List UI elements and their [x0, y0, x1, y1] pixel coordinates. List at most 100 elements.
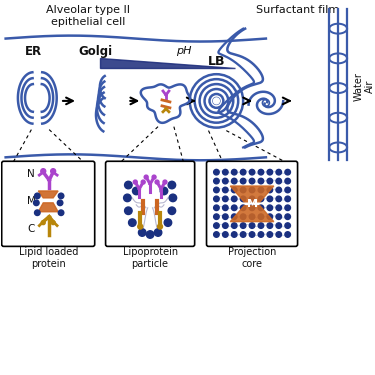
Circle shape — [267, 170, 273, 175]
Circle shape — [276, 205, 282, 210]
Circle shape — [240, 187, 246, 193]
Circle shape — [285, 205, 291, 210]
Circle shape — [249, 178, 255, 184]
Circle shape — [276, 178, 282, 184]
Circle shape — [58, 193, 64, 199]
Circle shape — [276, 214, 282, 219]
Circle shape — [276, 196, 282, 202]
Circle shape — [222, 214, 228, 219]
Circle shape — [57, 200, 63, 206]
Circle shape — [249, 214, 255, 219]
Circle shape — [249, 196, 255, 202]
Polygon shape — [230, 206, 274, 222]
Circle shape — [41, 220, 45, 225]
Circle shape — [231, 187, 237, 193]
Circle shape — [158, 224, 162, 229]
Text: M: M — [246, 199, 258, 209]
Circle shape — [34, 210, 40, 216]
Text: Lipoprotein
particle: Lipoprotein particle — [123, 248, 178, 269]
Text: Lipid loaded
protein: Lipid loaded protein — [18, 248, 78, 269]
Circle shape — [276, 187, 282, 193]
Circle shape — [168, 207, 176, 214]
Circle shape — [240, 232, 246, 237]
Circle shape — [276, 223, 282, 228]
Text: Water: Water — [354, 72, 364, 100]
Circle shape — [132, 187, 140, 195]
Circle shape — [222, 196, 228, 202]
Circle shape — [231, 223, 237, 228]
Circle shape — [163, 180, 167, 184]
Polygon shape — [38, 203, 58, 212]
Circle shape — [34, 193, 40, 199]
Circle shape — [285, 214, 291, 219]
Circle shape — [240, 196, 246, 202]
Circle shape — [285, 178, 291, 184]
FancyBboxPatch shape — [207, 161, 298, 246]
Circle shape — [129, 219, 136, 226]
Polygon shape — [38, 191, 58, 198]
Circle shape — [214, 196, 219, 202]
Circle shape — [267, 187, 273, 193]
Circle shape — [267, 196, 273, 202]
Circle shape — [258, 187, 264, 193]
Circle shape — [285, 187, 291, 193]
Circle shape — [168, 181, 176, 189]
Circle shape — [231, 170, 237, 175]
Circle shape — [231, 205, 237, 210]
Circle shape — [146, 231, 154, 238]
Circle shape — [240, 170, 246, 175]
Circle shape — [222, 170, 228, 175]
Circle shape — [214, 205, 219, 210]
Circle shape — [249, 205, 255, 210]
Circle shape — [155, 180, 159, 184]
Circle shape — [231, 214, 237, 219]
Circle shape — [222, 205, 228, 210]
Circle shape — [240, 205, 246, 210]
Circle shape — [124, 194, 131, 202]
Circle shape — [258, 223, 264, 228]
Circle shape — [214, 178, 219, 184]
Circle shape — [258, 196, 264, 202]
Circle shape — [152, 175, 156, 179]
Circle shape — [231, 196, 237, 202]
Text: LB: LB — [208, 55, 225, 68]
Text: Air: Air — [365, 80, 375, 93]
Circle shape — [258, 214, 264, 219]
Circle shape — [249, 223, 255, 228]
FancyBboxPatch shape — [106, 161, 195, 246]
Circle shape — [267, 223, 273, 228]
Text: N: N — [27, 169, 35, 179]
Circle shape — [231, 178, 237, 184]
Circle shape — [240, 223, 246, 228]
Circle shape — [222, 232, 228, 237]
Circle shape — [154, 229, 162, 236]
Circle shape — [267, 178, 273, 184]
Circle shape — [285, 223, 291, 228]
Circle shape — [124, 207, 132, 214]
Text: Projection
core: Projection core — [228, 248, 276, 269]
Circle shape — [58, 210, 64, 216]
Circle shape — [138, 224, 143, 229]
Circle shape — [258, 232, 264, 237]
Circle shape — [144, 175, 148, 179]
Circle shape — [258, 178, 264, 184]
Circle shape — [267, 232, 273, 237]
Circle shape — [285, 170, 291, 175]
Circle shape — [222, 178, 228, 184]
Circle shape — [141, 180, 145, 184]
Text: Alveolar type II
epithelial cell: Alveolar type II epithelial cell — [46, 5, 130, 27]
Circle shape — [258, 170, 264, 175]
Circle shape — [214, 214, 219, 219]
Text: Surfactant film: Surfactant film — [256, 5, 339, 15]
FancyBboxPatch shape — [2, 161, 95, 246]
Circle shape — [276, 232, 282, 237]
Circle shape — [240, 178, 246, 184]
Circle shape — [133, 180, 137, 184]
Circle shape — [51, 169, 55, 174]
Text: M: M — [27, 196, 36, 206]
Circle shape — [213, 98, 219, 104]
Polygon shape — [141, 84, 190, 123]
Circle shape — [249, 170, 255, 175]
Circle shape — [160, 187, 168, 195]
Circle shape — [41, 169, 46, 174]
